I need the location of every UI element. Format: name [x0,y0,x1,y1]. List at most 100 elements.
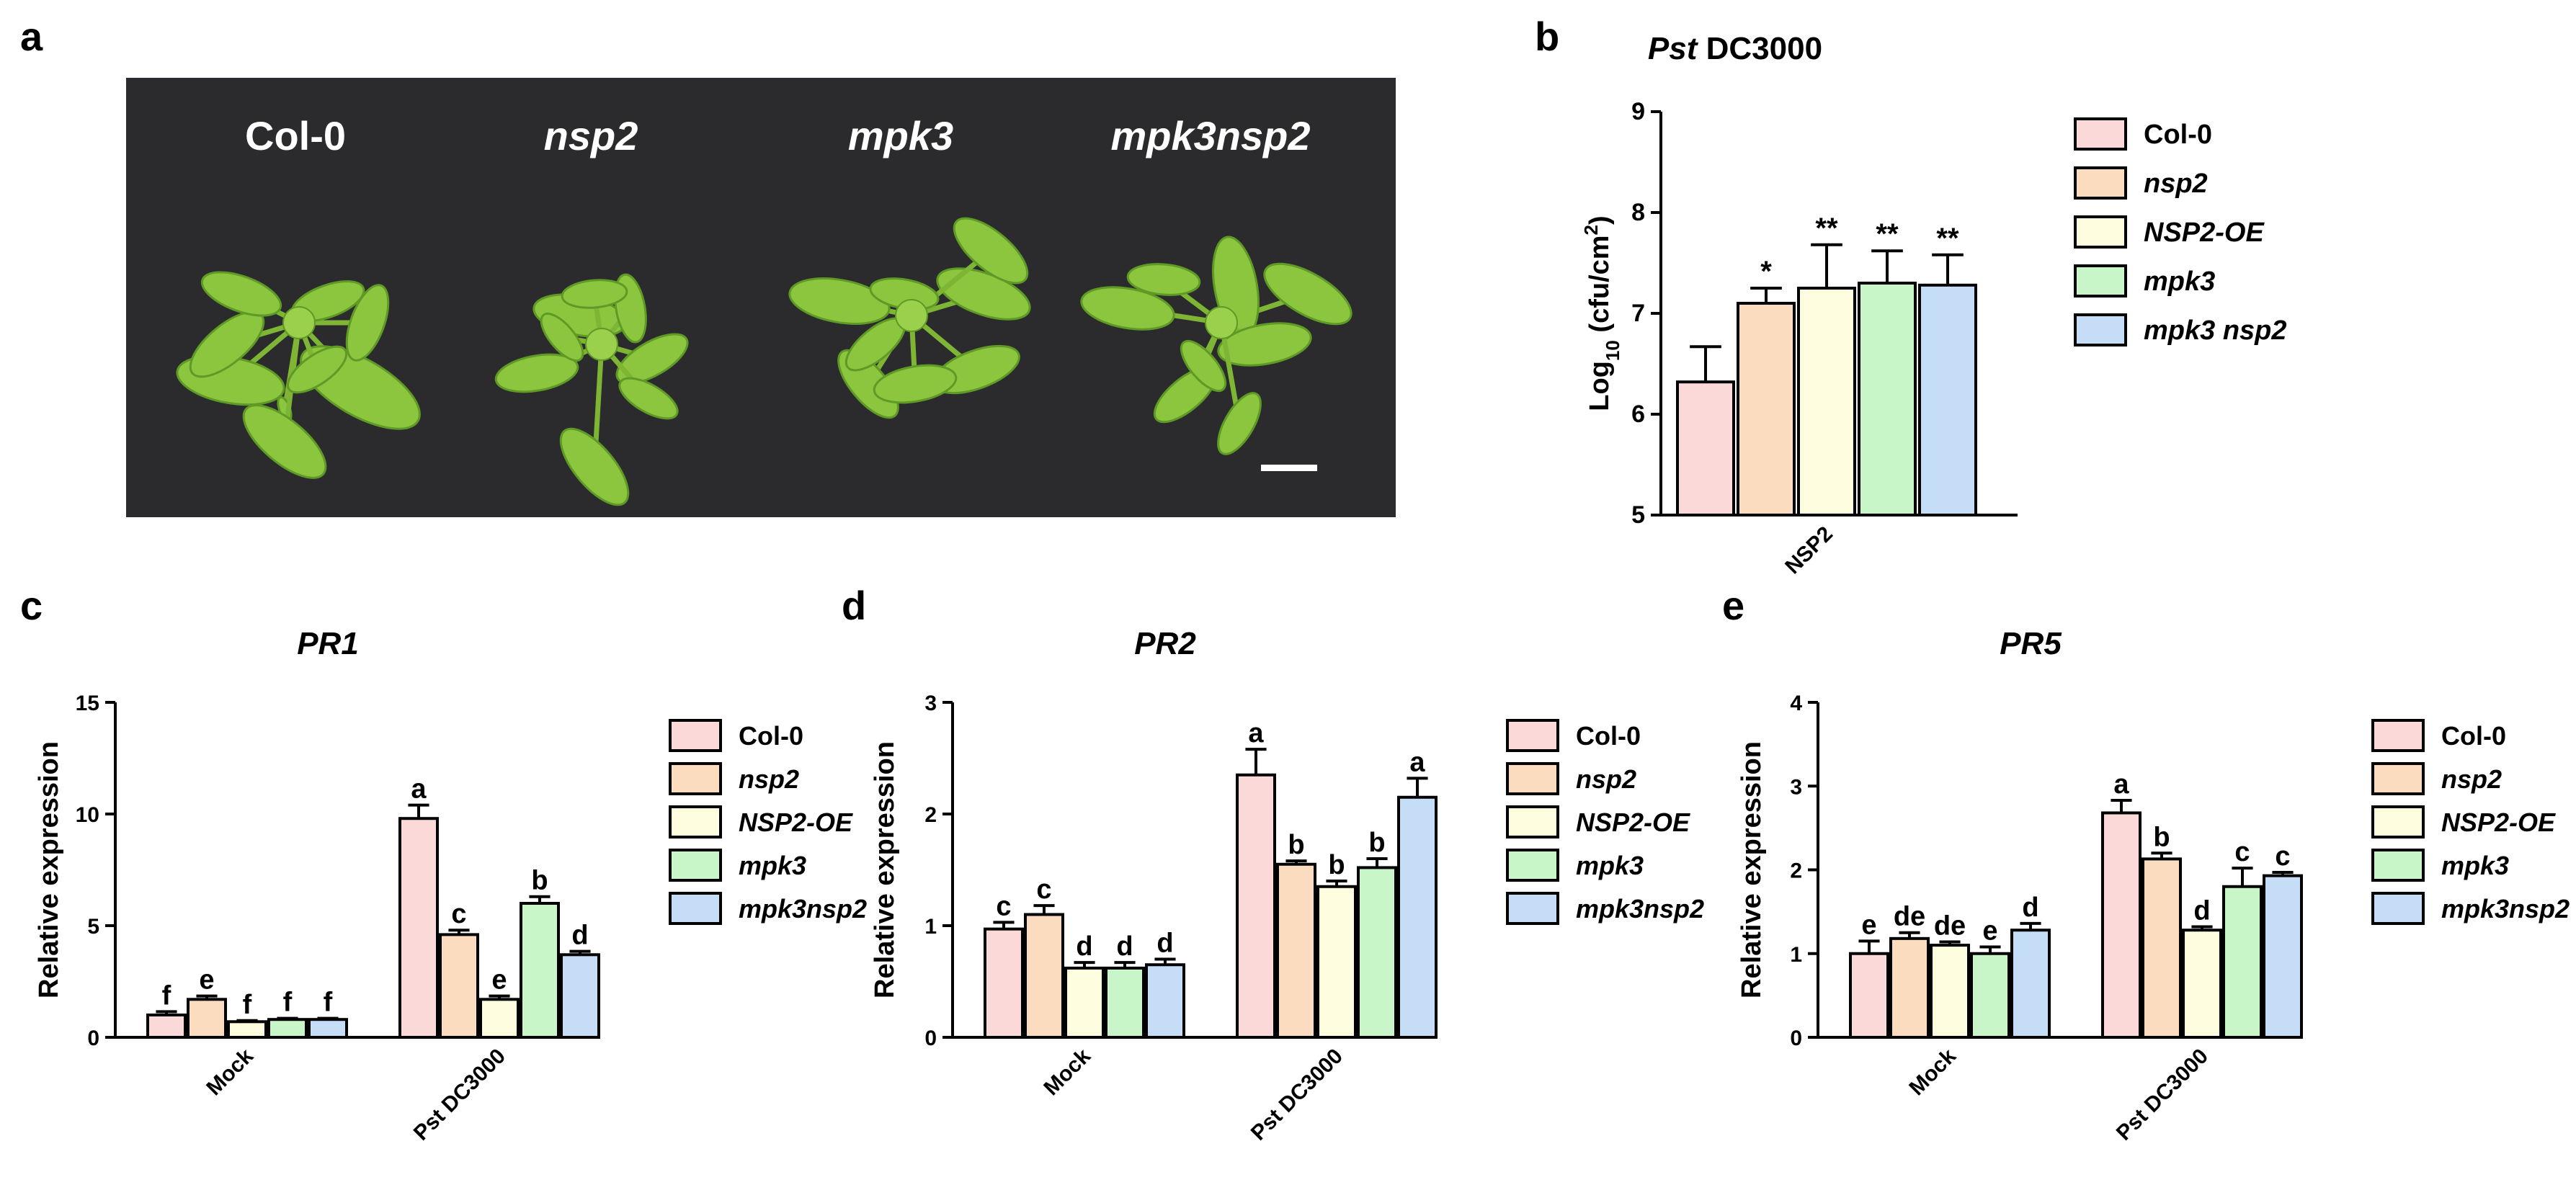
bar [1397,795,1438,1039]
bar [1357,866,1397,1039]
bar [1918,283,1977,516]
bar [520,902,560,1039]
panel-letter-e: e [1722,583,1745,628]
significance-label: b [1368,828,1385,858]
chart-title: Pst DC3000 [1648,31,1822,66]
significance-label: f [324,988,333,1018]
y-axis-label: Relative expression [34,741,64,998]
legend-swatch [2074,166,2127,200]
bar [227,1020,267,1039]
legend-entry: Col-0 [2441,721,2506,751]
genotype-label: mpk3 [848,113,953,158]
bar [1849,952,1889,1039]
legend-swatch [669,719,722,752]
legend-swatch [669,849,722,882]
leaf [242,404,327,479]
leaf [615,333,689,385]
significance-label: e [1861,910,1876,940]
chart-title: PR1 [297,626,359,661]
legend-swatch [1506,849,1559,882]
panel-letter-a: a [20,14,43,59]
significance-label: ** [1815,213,1838,244]
genotype-label: Col-0 [245,113,346,158]
significance-label: d [571,921,588,951]
significance-label: f [243,990,252,1020]
legend-entry: NSP2-OE [2441,808,2556,837]
y-axis-label: Relative expression [870,741,900,998]
y-tick-label: 2 [924,803,937,827]
leaf [1080,286,1175,331]
leaf [345,284,390,362]
bar [439,933,479,1039]
significance-label: d [1076,931,1092,962]
significance-label: e [199,965,214,996]
bar [2142,857,2182,1039]
significance-label: c [451,899,466,929]
significance-label: d [2022,893,2038,923]
significance-label: a [2113,769,2129,800]
legend-swatch [1506,805,1559,838]
legend-entry: mpk3nsp2 [739,894,867,924]
legend-swatch [1506,719,1559,752]
x-tick-label: Mock [202,1044,258,1100]
significance-label: c [2234,837,2250,867]
significance-label: b [531,866,548,896]
significance-label: b [1328,850,1345,880]
bar [1145,963,1185,1039]
rosette-center [1205,306,1238,339]
y-tick-label: 3 [924,692,937,715]
legend-swatch [2074,215,2127,249]
x-tick-label: Pst DC3000 [1247,1045,1347,1145]
bar [398,817,439,1039]
bar [2010,929,2051,1039]
bar [2101,811,2142,1039]
significance-label: f [162,980,171,1011]
bar [1970,952,2010,1039]
significance-label: d [1116,931,1133,962]
bar [146,1014,187,1039]
y-tick-label: 10 [76,803,99,827]
bar [1276,862,1316,1039]
y-tick-label: 5 [87,915,99,939]
y-tick-label: 0 [924,1027,937,1050]
significance-label: ** [1936,223,1959,254]
bar [267,1018,308,1039]
bar [1858,282,1917,516]
bar [560,953,600,1039]
legend-swatch [2371,849,2425,882]
y-tick-label: 6 [1631,401,1645,428]
bar [1105,966,1145,1039]
legend-entry: nsp2 [739,764,799,794]
rosette-center [585,328,618,361]
legend-entry: mpk3 nsp2 [2144,316,2287,346]
leaf [559,427,630,506]
bar [479,998,520,1039]
legend-swatch [2371,719,2425,752]
legend-swatch [2371,805,2425,838]
significance-label: a [1409,747,1425,777]
scale-bar [1261,465,1317,471]
y-tick-label: 7 [1631,300,1645,327]
legend-entry: mpk3 [2144,267,2215,297]
bar [1316,885,1357,1039]
legend-entry: Col-0 [739,721,803,751]
significance-label: c [2275,841,2290,872]
leaf [788,277,891,325]
legend-entry: mpk3 [1576,851,1644,880]
bar [1676,380,1735,517]
bar [1930,944,1970,1039]
bar [1889,936,1930,1039]
leaf [618,377,679,420]
y-tick-label: 0 [87,1027,99,1050]
genotype-label: mpk3nsp2 [1111,113,1311,158]
legend-swatch [669,762,722,795]
legend-swatch [2074,264,2127,298]
bar [2182,929,2222,1039]
leaf [561,279,628,309]
significance-label: d [1156,929,1173,959]
plant-photo: Col-0 nsp2 mpk3 mpk3nsp2 [126,78,1396,517]
leaf [1263,262,1352,326]
